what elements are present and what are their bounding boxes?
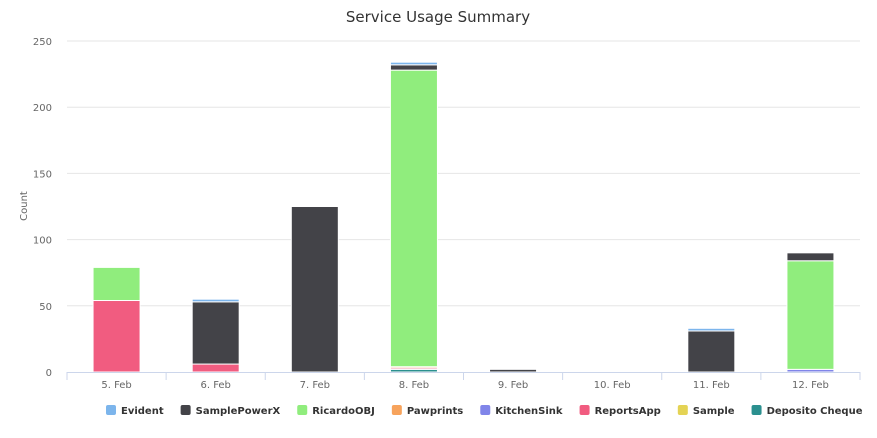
legend-item[interactable]: RicardoOBJ: [297, 405, 375, 417]
x-tick-label: 10. Feb: [594, 380, 631, 391]
legend-item[interactable]: ReportsApp: [579, 405, 661, 417]
legend-swatch: [297, 405, 308, 415]
y-tick-label: 250: [33, 37, 52, 48]
legend-swatch: [480, 405, 491, 415]
x-tick-label: 11. Feb: [693, 380, 730, 391]
x-tick-label: 8. Feb: [399, 380, 429, 391]
x-tick-label: 6. Feb: [200, 380, 230, 391]
y-tick-label: 150: [33, 169, 52, 180]
legend-swatch: [751, 405, 762, 415]
legend-label: Sample: [693, 406, 735, 417]
legend-label: Evident: [121, 406, 164, 417]
legend-label: Pawprints: [407, 406, 463, 417]
bar-segment-evident: [389, 61, 438, 66]
x-tick-label: 5. Feb: [101, 380, 131, 391]
y-tick-label: 200: [33, 103, 52, 114]
y-tick-label: 0: [46, 368, 52, 379]
legend-item[interactable]: SamplePowerX: [180, 405, 281, 417]
legend-label: Deposito Cheque: [767, 406, 863, 417]
bar-segment-reportsapp: [191, 363, 240, 373]
legend-swatch: [180, 405, 191, 415]
legend-swatch: [579, 405, 590, 415]
chart-title: Service Usage Summary: [346, 8, 530, 26]
bar-segment-evident: [687, 327, 736, 332]
y-axis-label: Count: [19, 191, 30, 221]
x-tick-label: 12. Feb: [792, 380, 829, 391]
bar-segment-samplepowerx: [786, 252, 835, 262]
x-tick-label: 7. Feb: [300, 380, 330, 391]
bar-segment-samplepowerx: [389, 64, 438, 71]
x-tick-label: 9. Feb: [498, 380, 528, 391]
legend-item[interactable]: Sample: [677, 405, 735, 417]
bar-segment-ricardoobj: [786, 260, 835, 370]
bar-segment-samplepowerx: [290, 206, 339, 373]
legend-swatch: [106, 405, 116, 415]
legend-label: KitchenSink: [495, 406, 563, 417]
bar-segment-samplepowerx: [489, 368, 538, 373]
y-tick-label: 50: [39, 302, 52, 313]
bar-segment-ricardoobj: [92, 266, 141, 302]
legend-swatch: [391, 405, 402, 415]
legend-item[interactable]: Evident: [106, 405, 164, 417]
legend-label: ReportsApp: [595, 406, 661, 417]
legend-label: SamplePowerX: [196, 406, 281, 417]
bar-segment-samplepowerx: [191, 301, 240, 365]
bar-segment-reportsapp: [92, 300, 141, 373]
legend-item[interactable]: KitchenSink: [480, 405, 563, 417]
bar-segment-ricardoobj: [389, 69, 438, 368]
legend-swatch: [677, 405, 688, 415]
bar-segment-evident: [191, 298, 240, 303]
bar-segment-samplepowerx: [687, 330, 736, 373]
legend-label: RicardoOBJ: [312, 406, 375, 417]
legend-item[interactable]: Deposito Cheque: [751, 405, 863, 417]
y-tick-label: 100: [33, 236, 52, 247]
legend-item[interactable]: Pawprints: [391, 405, 463, 417]
